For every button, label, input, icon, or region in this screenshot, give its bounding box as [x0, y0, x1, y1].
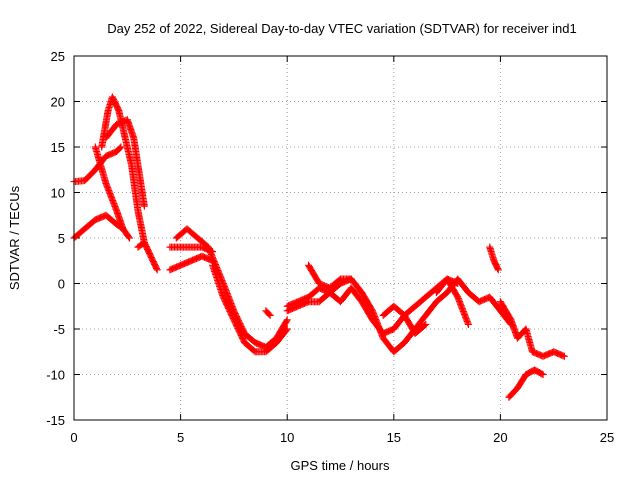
data-point: [422, 320, 430, 328]
x-tick-label: 10: [280, 430, 294, 445]
x-tick-label: 15: [387, 430, 401, 445]
x-tick-label: 20: [493, 430, 507, 445]
x-axis-label: GPS time / hours: [291, 458, 390, 473]
data-point: [265, 310, 273, 318]
y-tick-label: 15: [51, 140, 65, 155]
data-point: [153, 266, 161, 274]
x-tick-label: 25: [600, 430, 614, 445]
chart-title: Day 252 of 2022, Sidereal Day-to-day VTE…: [107, 21, 576, 36]
data-point: [266, 311, 274, 319]
y-tick-label: -15: [46, 413, 65, 428]
grid: [74, 56, 607, 420]
data-point: [117, 143, 125, 151]
x-tick-label: 5: [177, 430, 184, 445]
data-point: [494, 265, 502, 273]
data-point: [560, 352, 568, 360]
data-point: [347, 275, 355, 283]
y-tick-label: 0: [58, 277, 65, 292]
y-tick-label: 5: [58, 231, 65, 246]
y-tick-label: 10: [51, 186, 65, 201]
y-tick-label: 25: [51, 49, 65, 64]
data-point: [140, 202, 148, 210]
data-point: [153, 264, 161, 272]
y-tick-label: -5: [53, 322, 65, 337]
y-tick-label: -10: [46, 368, 65, 383]
data-point: [421, 321, 429, 329]
data-point: [283, 316, 291, 324]
axis-ticks: 0 5 10 15 20 25 -15 -10 -5 0 5 10 15 20 25: [46, 49, 614, 445]
data-point: [125, 234, 133, 242]
x-tick-label: 0: [70, 430, 77, 445]
data-point: [282, 317, 290, 325]
data-marks: [70, 93, 568, 401]
data-point: [464, 320, 472, 328]
data-point: [283, 325, 291, 333]
data-point: [116, 144, 124, 152]
data-point: [125, 233, 133, 241]
data-point: [538, 370, 546, 378]
y-tick-label: 20: [51, 95, 65, 110]
data-point: [494, 266, 502, 274]
plot-frame: [73, 55, 608, 421]
data-point: [539, 371, 547, 378]
data-point: [282, 326, 290, 334]
y-axis-label: SDTVAR / TECUs: [7, 185, 22, 290]
